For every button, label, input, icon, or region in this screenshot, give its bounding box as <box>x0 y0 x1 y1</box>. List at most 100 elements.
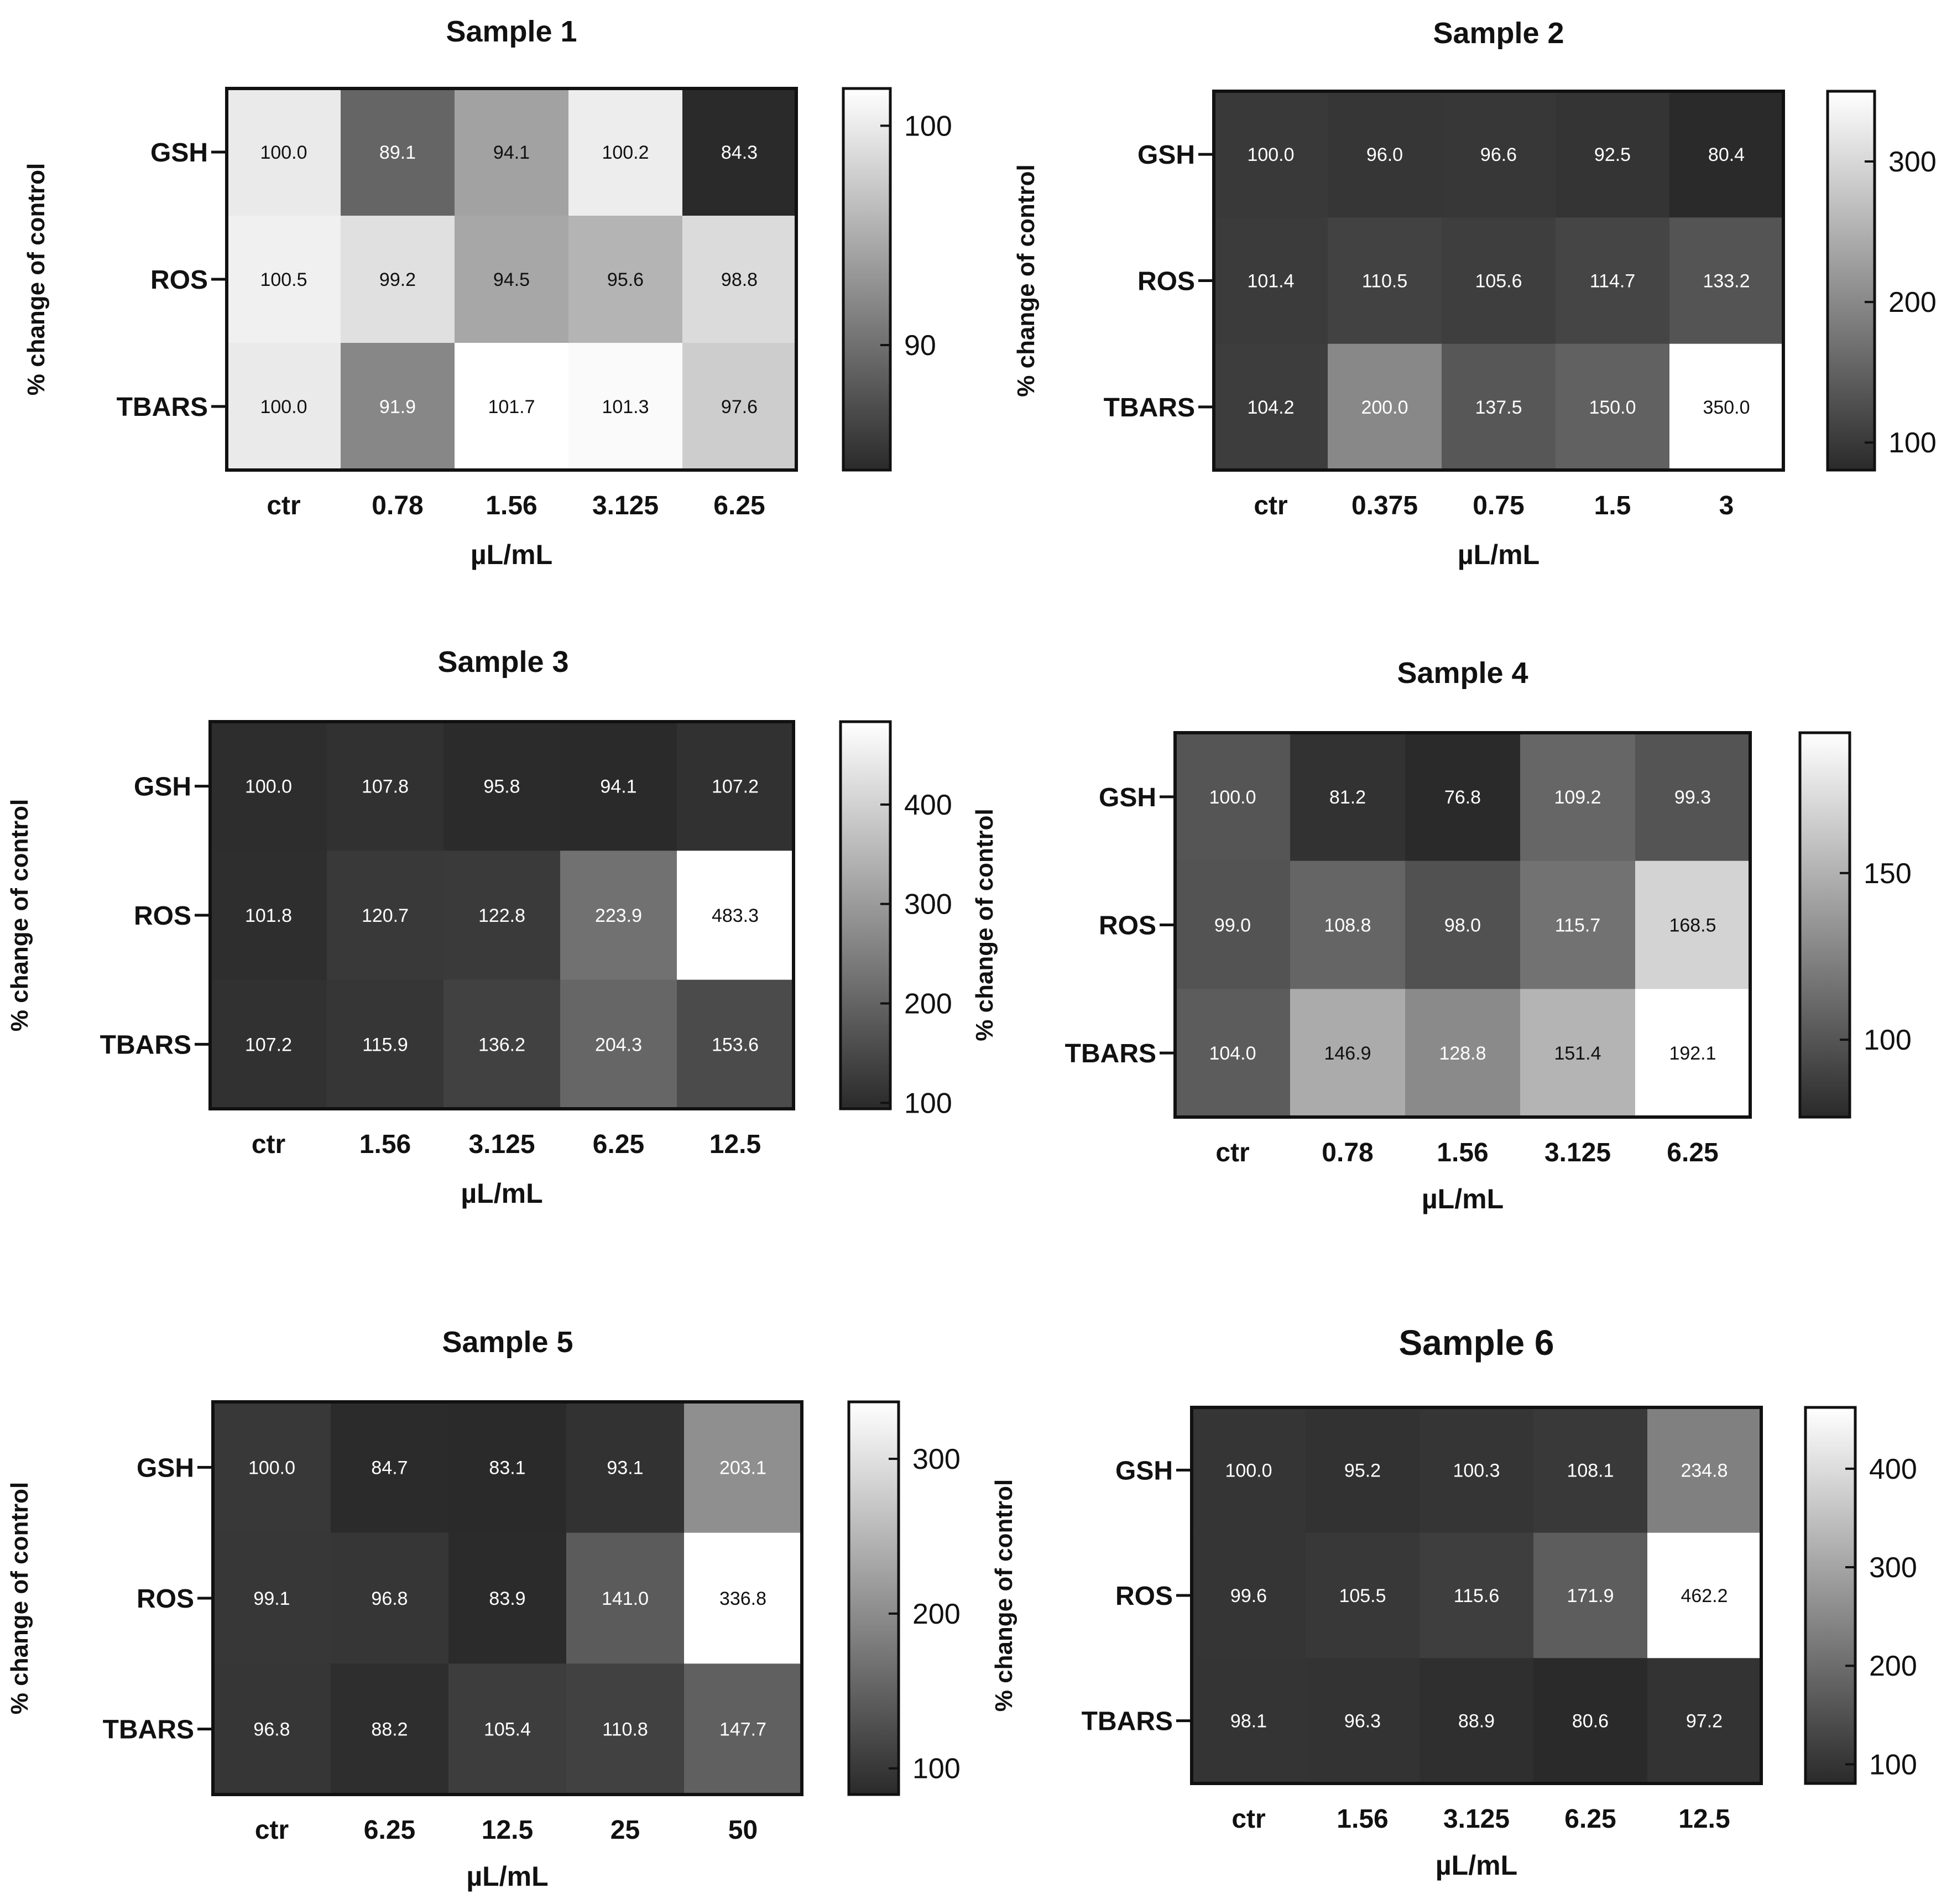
heatmap-cell-ros-2 <box>443 851 561 980</box>
colorbar-tick-label: 200 <box>912 1598 961 1630</box>
cell-value-label: 147.7 <box>719 1719 766 1740</box>
cell-value-label: 100.0 <box>248 1457 295 1478</box>
heatmap-cell-gsh-0 <box>213 1402 331 1533</box>
cell-value-label: 91.9 <box>379 397 416 418</box>
heatmap-cell-tbars-0 <box>1192 1658 1306 1784</box>
column-label: 6.25 <box>1564 1804 1616 1834</box>
cell-value-label: 80.6 <box>1572 1711 1609 1732</box>
colorbar-tick-label: 100 <box>904 110 952 142</box>
heatmap-cell-tbars-4 <box>682 343 797 471</box>
cell-value-label: 171.9 <box>1567 1585 1614 1606</box>
cell-value-label: 146.9 <box>1324 1043 1371 1064</box>
heatmap-cell-ros-2 <box>1405 860 1521 989</box>
row-label-tbars: TBARS <box>100 1030 191 1060</box>
cell-value-label: 136.2 <box>478 1034 525 1055</box>
heatmap-cell-gsh-1 <box>1306 1407 1420 1533</box>
heatmap-cell-tbars-2 <box>1442 343 1556 471</box>
heatmap-cell-gsh-4 <box>1635 733 1751 862</box>
cell-value-label: 115.6 <box>1454 1585 1500 1606</box>
cell-value-label: 99.0 <box>1214 915 1251 936</box>
heatmap-cell-ros-1 <box>341 216 455 343</box>
heatmap-cell-gsh-0 <box>1214 91 1328 218</box>
heatmap-cell-gsh-1 <box>341 88 455 216</box>
y-axis-label: % change of control <box>6 1482 33 1714</box>
heatmap-panel-4: Sample 4 100.0 81.2 76.8 109.2 99.3 99.0 108.8 9… <box>971 656 1912 1214</box>
row-label-ros: ROS <box>137 1584 194 1614</box>
row-label-ros: ROS <box>1137 267 1195 296</box>
heatmap-cell-gsh-0 <box>227 88 341 216</box>
cell-value-label: 350.0 <box>1703 397 1750 418</box>
heatmap-cell-ros-2 <box>1442 217 1556 345</box>
cell-value-label: 120.7 <box>362 905 409 926</box>
heatmap-cell-tbars-4 <box>1669 343 1784 471</box>
heatmap-cell-tbars-1 <box>1328 343 1442 471</box>
row-label-tbars: TBARS <box>1104 393 1195 422</box>
heatmap-cell-ros-1 <box>331 1532 449 1664</box>
column-label: 1.56 <box>359 1130 411 1159</box>
heatmap-cell-tbars-0 <box>1175 989 1291 1118</box>
column-label: 3 <box>1719 491 1734 520</box>
heatmap-cell-gsh-2 <box>1420 1407 1534 1533</box>
cell-value-label: 89.1 <box>379 142 416 163</box>
cell-value-label: 94.1 <box>493 142 530 163</box>
column-label: 3.125 <box>592 491 659 520</box>
heatmap-cell-tbars-2 <box>448 1663 567 1795</box>
heatmap-cell-ros-0 <box>227 216 341 343</box>
cell-value-label: 83.9 <box>489 1588 525 1609</box>
cell-value-label: 151.4 <box>1554 1043 1601 1064</box>
colorbar-tick-label: 100 <box>1869 1749 1917 1781</box>
cell-value-label: 100.2 <box>602 142 649 163</box>
heatmap-cell-ros-3 <box>568 216 683 343</box>
cell-value-label: 96.8 <box>371 1588 408 1609</box>
cell-value-label: 95.8 <box>483 776 520 797</box>
column-label: 6.25 <box>364 1816 415 1845</box>
cell-value-label: 100.0 <box>1247 144 1294 165</box>
chart-title: Sample 3 <box>437 645 568 679</box>
heatmap-cell-gsh-0 <box>210 722 327 851</box>
cell-value-label: 92.5 <box>1594 144 1631 165</box>
row-label-ros: ROS <box>1099 911 1156 941</box>
row-label-gsh: GSH <box>1115 1456 1173 1485</box>
cell-value-label: 200.0 <box>1361 397 1408 418</box>
heatmap-cell-tbars-2 <box>1420 1658 1534 1784</box>
colorbar-tick-label: 300 <box>1869 1552 1917 1584</box>
x-axis-label: µL/mL <box>1422 1183 1504 1214</box>
heatmap-cell-gsh-2 <box>443 722 561 851</box>
heatmap-cell-tbars-0 <box>227 343 341 471</box>
heatmap-cell-gsh-3 <box>1533 1407 1648 1533</box>
row-label-gsh: GSH <box>150 138 208 168</box>
colorbar-tick-label: 100 <box>1864 1024 1912 1056</box>
column-label: 6.25 <box>593 1130 644 1159</box>
cell-value-label: 99.2 <box>379 269 416 290</box>
heatmap-cell-ros-2 <box>455 216 569 343</box>
cell-value-label: 84.7 <box>371 1457 408 1478</box>
cell-value-label: 76.8 <box>1444 787 1481 808</box>
column-label: ctr <box>1254 491 1287 520</box>
heatmap-cell-ros-0 <box>210 851 327 980</box>
heatmap-cell-tbars-1 <box>331 1663 449 1795</box>
x-axis-label: µL/mL <box>466 1861 548 1892</box>
cell-value-label: 101.3 <box>602 397 649 418</box>
colorbar <box>847 1400 900 1796</box>
heatmap-cell-ros-0 <box>213 1532 331 1664</box>
cell-value-label: 101.7 <box>488 397 535 418</box>
colorbar-tick-label: 100 <box>912 1753 961 1785</box>
row-label-ros: ROS <box>1115 1582 1173 1611</box>
cell-value-label: 96.0 <box>1366 144 1403 165</box>
column-label: 1.56 <box>1437 1138 1488 1167</box>
heatmap-cell-ros-0 <box>1175 860 1291 989</box>
heatmap-cell-gsh-3 <box>560 722 677 851</box>
cell-value-label: 80.4 <box>1708 144 1745 165</box>
cell-value-label: 94.1 <box>600 776 636 797</box>
heatmap-cell-tbars-0 <box>213 1663 331 1795</box>
y-axis-label: % change of control <box>6 799 33 1031</box>
heatmap-cell-ros-1 <box>1306 1532 1420 1658</box>
cell-value-label: 137.5 <box>1475 397 1522 418</box>
colorbar-tick-label: 100 <box>904 1087 952 1119</box>
cell-value-label: 104.2 <box>1247 397 1294 418</box>
cell-value-label: 110.5 <box>1362 271 1408 292</box>
cell-value-label: 192.1 <box>1669 1043 1716 1064</box>
heatmap-cell-tbars-3 <box>568 343 683 471</box>
column-label: 12.5 <box>482 1816 533 1845</box>
colorbar-tick-label: 300 <box>912 1443 961 1475</box>
